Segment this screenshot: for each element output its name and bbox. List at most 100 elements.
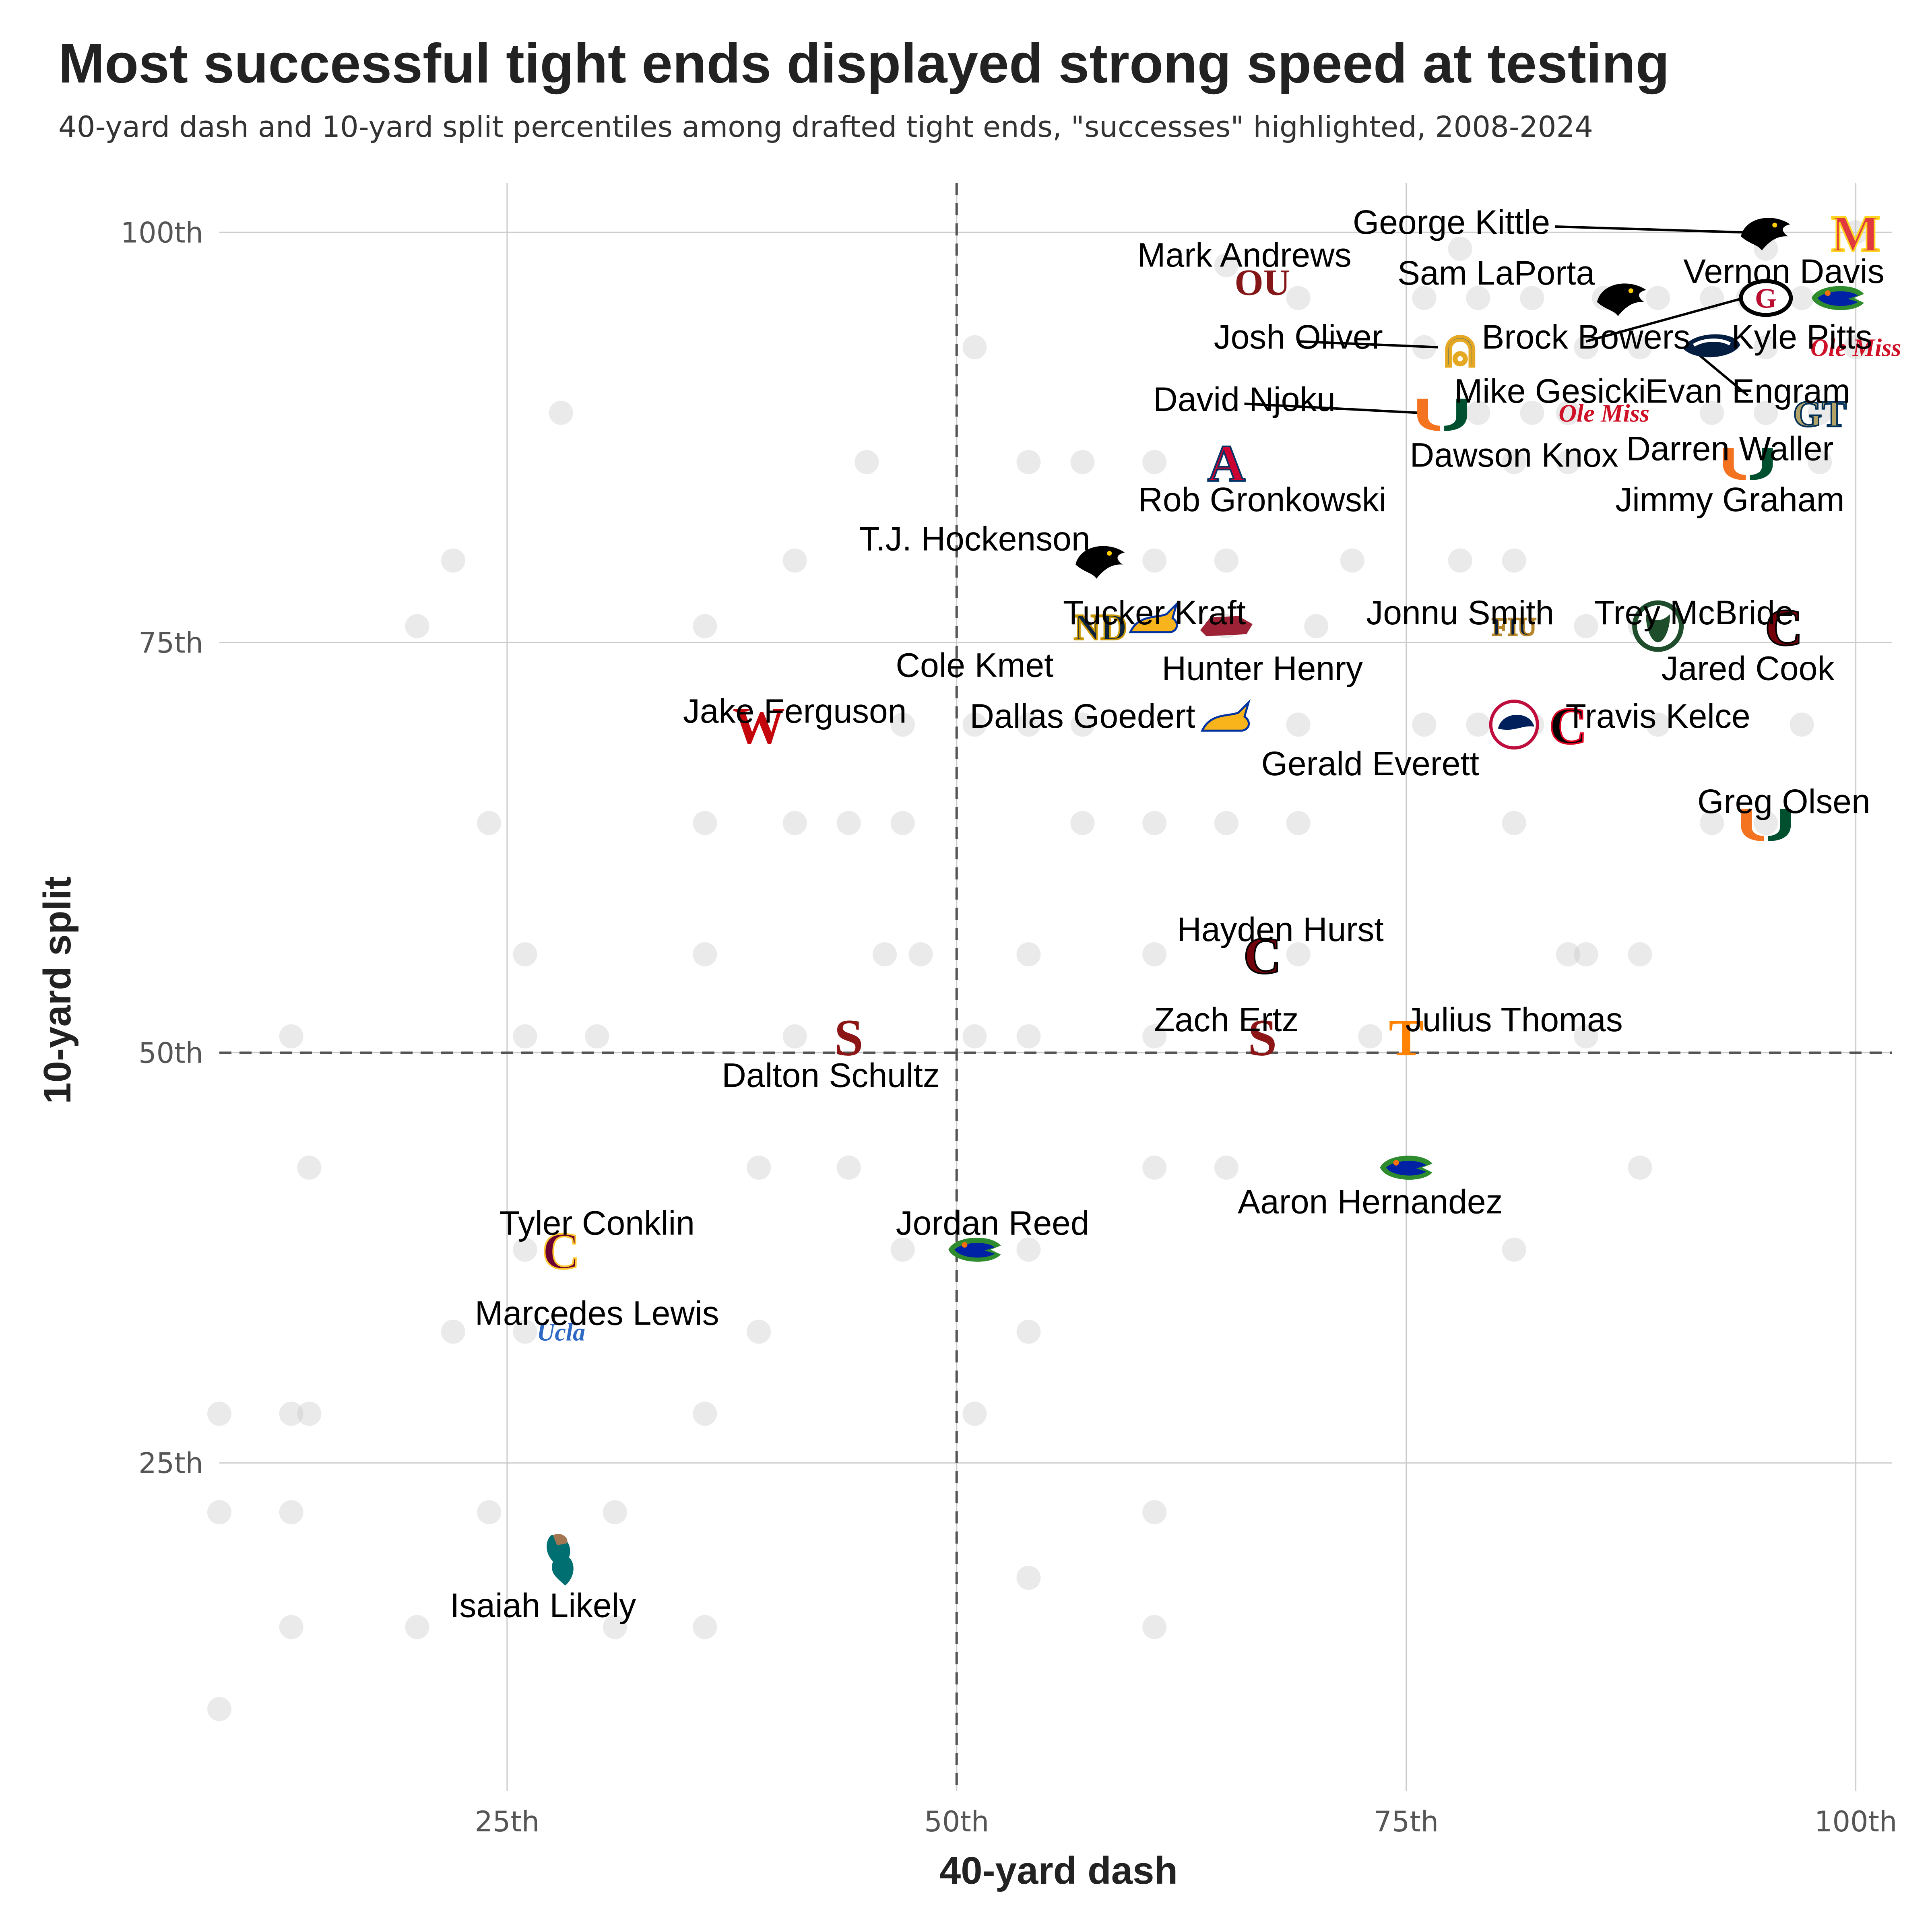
background-point [1808, 450, 1832, 475]
team-logo-maryland: M [1830, 204, 1881, 264]
background-point [1790, 712, 1814, 737]
team-logo-oklahoma: OU [1234, 262, 1290, 303]
background-point [747, 1319, 771, 1344]
background-point [405, 1615, 429, 1639]
y-tick-label: 25th [138, 1447, 203, 1480]
y-tick-label: 100th [121, 216, 203, 249]
background-point [962, 1024, 987, 1049]
background-point [1142, 1615, 1167, 1639]
chart-subtitle: 40-yard dash and 10-yard split percentil… [58, 110, 1593, 144]
point-label: Greg Olsen [1697, 782, 1870, 820]
team-logo-sdsu [1129, 601, 1179, 634]
point-label: Dawson Knox [1410, 436, 1618, 474]
team-logo-miami [1417, 398, 1468, 431]
logo-glyph: Ucla [537, 1319, 586, 1346]
point-label: David Njoku [1153, 380, 1335, 418]
team-logo-tennessee: T [1389, 1009, 1424, 1067]
background-points [207, 220, 1868, 1721]
logo-shape [1768, 809, 1791, 841]
background-point [441, 1319, 465, 1344]
background-point [1070, 712, 1095, 737]
background-point [1142, 450, 1167, 475]
background-point [962, 1402, 987, 1426]
team-logo-olemiss: Ole Miss [1810, 334, 1901, 362]
logo-shape [1444, 398, 1468, 431]
point-label: Gerald Everett [1261, 745, 1480, 782]
background-point [782, 1024, 807, 1049]
background-point [1502, 811, 1526, 835]
background-point [836, 811, 861, 835]
background-point [1754, 811, 1778, 835]
background-point [1286, 811, 1311, 835]
background-point [441, 548, 465, 573]
background-point [1466, 286, 1490, 310]
logo-shape [1772, 223, 1777, 228]
background-point [477, 1500, 502, 1524]
background-point [1646, 286, 1670, 310]
logo-shape [1741, 809, 1764, 841]
background-point [1286, 712, 1311, 737]
background-point [1754, 335, 1778, 359]
team-logo-arkansas [1200, 616, 1253, 636]
background-point [1286, 942, 1311, 966]
background-point [890, 811, 915, 835]
point-label: Vernon Davis [1683, 252, 1885, 290]
background-point [297, 1402, 322, 1426]
background-point [207, 1500, 231, 1524]
logo-shape [962, 1242, 968, 1248]
team-logo-iowa [1075, 546, 1125, 579]
point-label: Jared Cook [1662, 650, 1835, 687]
background-point [1142, 811, 1167, 835]
point-label: Sam LaPorta [1397, 254, 1595, 292]
background-point [1502, 1237, 1526, 1262]
reference-lines [219, 183, 1892, 1791]
point-label: Hunter Henry [1162, 650, 1363, 687]
logo-shape [1200, 616, 1253, 636]
background-point [1286, 286, 1311, 310]
background-point [962, 335, 987, 359]
point-label: Rob Gronkowski [1138, 481, 1386, 518]
point-label: Brock Bowers [1482, 318, 1690, 356]
logo-shape [1498, 714, 1534, 730]
background-point [549, 400, 573, 425]
team-logo-florida [1811, 286, 1864, 310]
tick-labels: 25th 50th 75th 100th 25th 50th 75th 100th [121, 216, 1897, 1838]
logo-glyph: C [1243, 927, 1281, 985]
point-label: Jonnu Smith [1366, 594, 1554, 632]
background-point [513, 1319, 537, 1344]
background-point [1646, 712, 1670, 737]
logo-shape [1597, 283, 1646, 316]
background-point [1700, 811, 1724, 835]
team-logo-southcarolina: C [1764, 598, 1804, 657]
background-point [1574, 1024, 1598, 1049]
logo-shape [1825, 290, 1831, 296]
logo-shape [1417, 398, 1441, 431]
x-tick-label: 100th [1814, 1805, 1897, 1838]
point-label: Tucker Kraft [1063, 594, 1246, 632]
logo-glyph: C [1765, 599, 1803, 656]
team-logo-csu [1632, 600, 1684, 652]
background-point [1016, 1024, 1041, 1049]
team-logo-southalabama [1489, 700, 1539, 750]
team-logo-sdsu [1201, 699, 1251, 732]
team-logo-notredame: ND [1073, 606, 1128, 648]
point-label: Darren Waller [1626, 429, 1833, 467]
background-point [908, 942, 933, 966]
background-point [1016, 712, 1041, 737]
team-logo-florida [1380, 1156, 1432, 1180]
background-point [513, 1237, 537, 1262]
point-label: Mark Andrews [1137, 236, 1352, 274]
point-label: Aaron Hernandez [1238, 1183, 1503, 1221]
background-point [1142, 1500, 1167, 1524]
logo-shape [553, 1534, 568, 1546]
background-point [890, 712, 915, 737]
background-point [603, 1615, 627, 1639]
background-point [207, 1697, 231, 1721]
team-logo-georgia: G [1739, 279, 1793, 317]
logo-shape [1741, 218, 1790, 251]
logo-glyph: GT [1793, 393, 1847, 434]
background-point [747, 1155, 771, 1180]
background-point [1556, 400, 1580, 425]
